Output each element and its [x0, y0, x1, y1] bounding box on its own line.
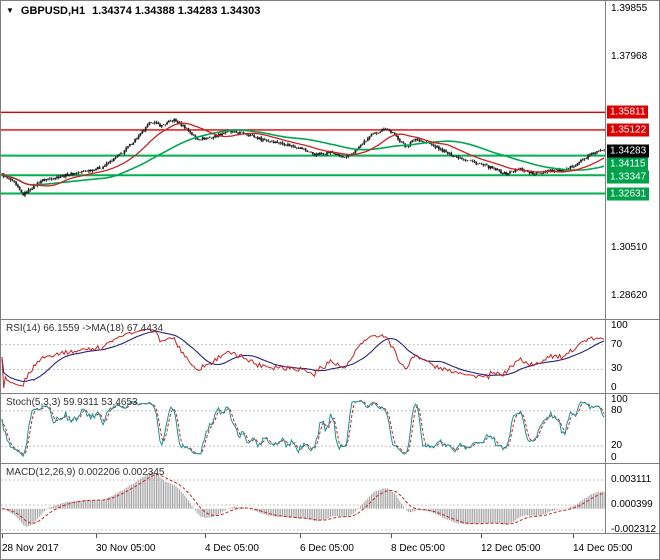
- rsi-line: [1, 328, 605, 389]
- indicator-tick-label: 100: [611, 320, 628, 331]
- indicator-tick-label: 20: [611, 440, 623, 452]
- macd-label: MACD(12,26,9) 0.002206 0.002345: [6, 467, 165, 478]
- time-axis[interactable]: 28 Nov 2017 30 Nov 05:00 4 Dec 05:00 6 Dec …: [1, 533, 659, 559]
- time-tick: [573, 534, 574, 538]
- level-price-tag: 1.32631: [607, 187, 650, 200]
- indicator-tick-label: 70: [611, 338, 623, 350]
- macd-histogram: [3, 472, 605, 527]
- ma-fast-line: [1, 122, 605, 187]
- time-tick-label: 14 Dec 05:00: [573, 543, 633, 554]
- indicator-tick-label: 30: [611, 363, 623, 375]
- time-tick-label: 28 Nov 2017: [2, 543, 59, 554]
- time-tick-label: 8 Dec 05:00: [391, 543, 445, 554]
- rsi-ma-line: [1, 330, 605, 383]
- level-price-tag: 1.34115: [607, 157, 649, 171]
- indicator-tick-label: 100: [611, 394, 628, 405]
- rsi-plot[interactable]: [1, 320, 605, 393]
- current-price-tag: 1.34283: [607, 144, 650, 158]
- time-tick: [300, 534, 301, 538]
- time-tick: [205, 534, 206, 538]
- chart-header: ▼ GBPUSD,H1 1.34374 1.34388 1.34283 1.34…: [6, 5, 260, 17]
- macd-signal-line: [1, 474, 605, 525]
- rsi-axis[interactable]: 100 70 30 0: [605, 320, 659, 393]
- stochastic-label: Stoch(5,3,3) 59.9311 53.4653: [6, 397, 138, 408]
- level-price-tag: 1.33347: [607, 170, 650, 184]
- chart-dropdown-icon[interactable]: ▼: [6, 6, 14, 15]
- price-tick-label: 1.39855: [611, 3, 648, 14]
- rsi-indicator-panel: 100 70 30 0 RSI(14) 66.1559 ->MA(18) 67.443…: [1, 319, 659, 393]
- macd-indicator-panel: 0.003111 0.000399 -0.002312 MACD(12,26,9) …: [1, 463, 659, 535]
- stochastic-plot[interactable]: [1, 394, 605, 463]
- price-tick-label: 1.28620: [611, 290, 648, 301]
- price-axis[interactable]: 1.39855 1.37968 1.35811 1.35122 1.34283 1.341…: [605, 1, 659, 319]
- indicator-tick-label: 0.000399: [611, 499, 653, 510]
- stochastic-axis[interactable]: 100 80 20 0: [605, 394, 659, 463]
- price-tick-label: 1.30510: [611, 241, 648, 253]
- time-tick: [96, 534, 97, 538]
- ma-slow-line: [1, 129, 605, 186]
- level-price-tag: 1.35122: [607, 123, 650, 137]
- stoch-signal-line: [1, 400, 605, 455]
- main-chart-panel: 1.39855 1.37968 1.35811 1.35122 1.34283 1.341…: [1, 1, 659, 319]
- symbol-timeframe-label: GBPUSD,H1: [20, 5, 86, 17]
- indicator-tick-label: -0.002312: [611, 524, 657, 535]
- stoch-main-line: [1, 399, 605, 458]
- macd-axis[interactable]: 0.003111 0.000399 -0.002312: [605, 464, 659, 535]
- level-price-tag: 1.35811: [607, 105, 649, 119]
- price-chart-plot[interactable]: [1, 1, 605, 319]
- time-tick: [391, 534, 392, 538]
- time-tick: [481, 534, 482, 538]
- rsi-label: RSI(14) 66.1559 ->MA(18) 67.4434: [6, 323, 164, 334]
- stochastic-indicator-panel: 100 80 20 0 Stoch(5,3,3) 59.9311 53.4653: [1, 393, 659, 463]
- price-tick-label: 1.37968: [611, 51, 648, 63]
- time-tick-label: 30 Nov 05:00: [96, 543, 156, 554]
- indicator-tick-label: 0: [611, 382, 617, 393]
- time-tick-label: 6 Dec 05:00: [300, 543, 354, 554]
- time-tick-label: 12 Dec 05:00: [481, 543, 541, 554]
- macd-plot[interactable]: [1, 464, 605, 533]
- ohlc-values: 1.34374 1.34388 1.34283 1.34303: [92, 5, 261, 17]
- indicator-tick-label: 0: [611, 452, 617, 463]
- time-tick: [2, 534, 3, 538]
- price-bar-bodies: [2, 119, 605, 196]
- time-tick-label: 4 Dec 05:00: [205, 543, 259, 554]
- indicator-tick-label: 0.003111: [611, 474, 652, 485]
- indicator-tick-label: 80: [611, 404, 623, 416]
